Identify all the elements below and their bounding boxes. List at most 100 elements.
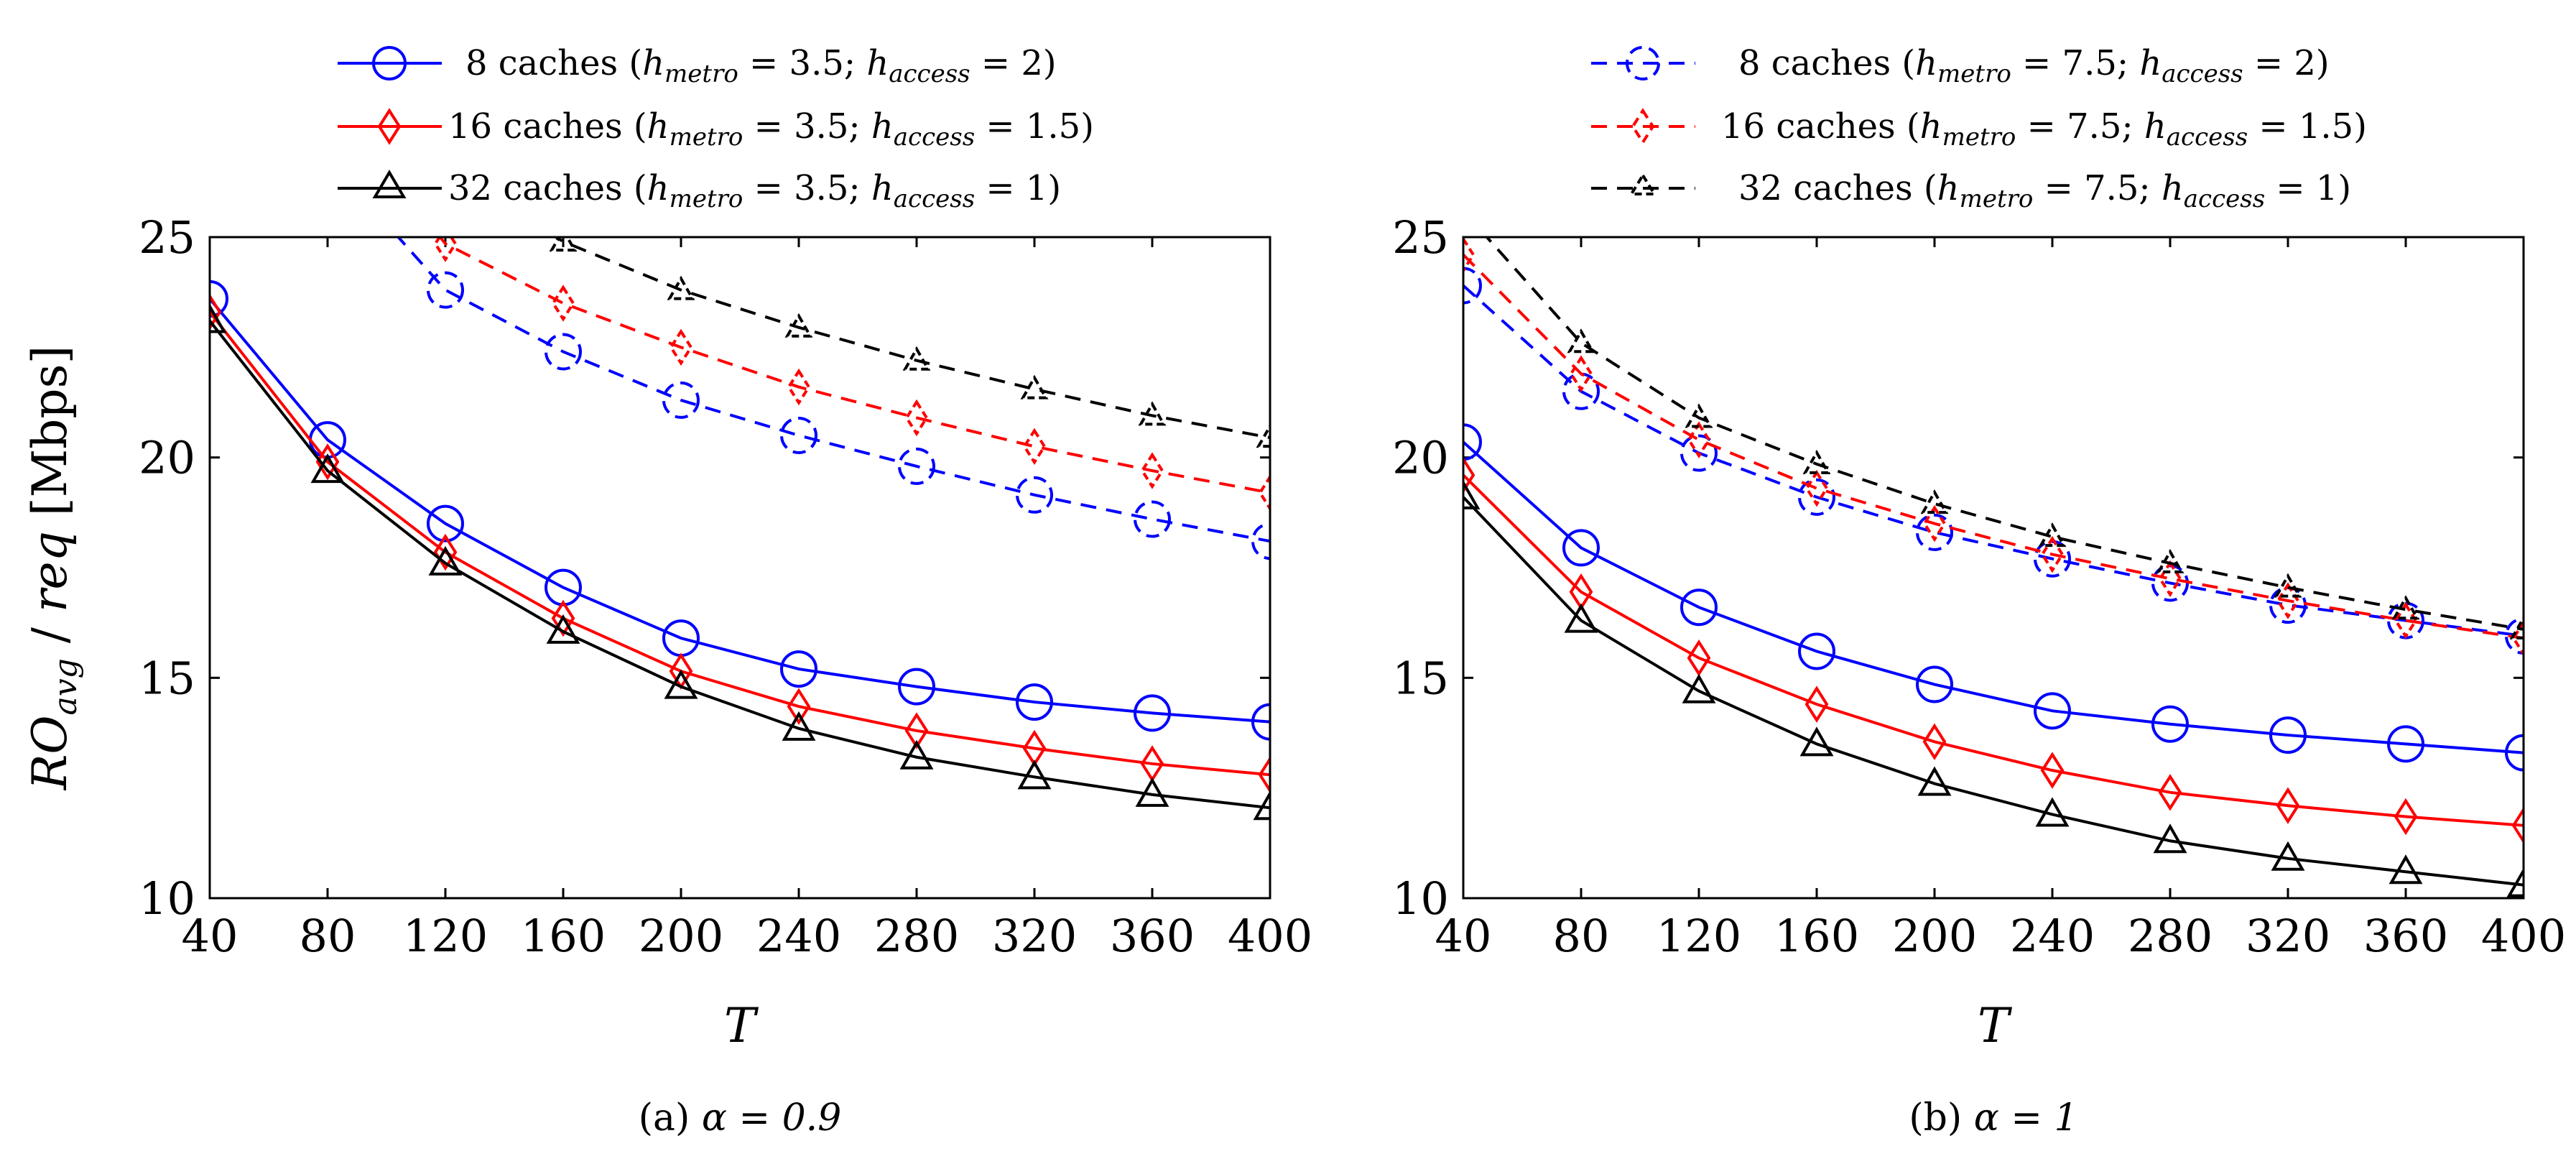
x-axis-title-b: T	[1978, 998, 2013, 1053]
data-point-b-5-0	[1452, 199, 1475, 219]
data-point-a-2-3	[546, 614, 580, 644]
data-point-b-5-9	[2509, 614, 2524, 639]
data-point-a-2-4	[664, 669, 698, 699]
data-point-a-2-7	[1017, 759, 1052, 790]
svg-text:16 caches (hmetro = 7.5; hacce: 16 caches (hmetro = 7.5; haccess = 1.5)	[1721, 106, 2367, 152]
legend-a: 8 caches (hmetro = 3.5; haccess = 2) 16 …	[338, 43, 1094, 213]
data-point-a-4-8	[1140, 452, 1164, 489]
caption-b: (b) α = 1	[1909, 1096, 2077, 1140]
series-line-b-5	[1485, 237, 2524, 631]
data-point-b-5-1	[1567, 328, 1595, 354]
data-point-a-4-4	[669, 328, 693, 366]
data-point-a-3-7	[1016, 476, 1053, 514]
data-point-a-0-5	[780, 650, 817, 688]
x-tick-label-b-4: 200	[1892, 910, 1977, 962]
data-point-b-1-7	[2276, 787, 2300, 824]
data-point-a-2-8	[1135, 777, 1169, 807]
x-tick-label-b-6: 280	[2128, 910, 2213, 962]
data-point-a-2-5	[782, 711, 816, 741]
plot-area-b: 40 80 120 160 200 240 280 320 360 400 10 15 20 25	[1392, 199, 2566, 962]
svg-text:32 caches (hmetro = 3.5; hacce: 32 caches (hmetro = 3.5; haccess = 1)	[448, 168, 1061, 213]
data-point-a-4-6	[904, 399, 929, 437]
series-line-b-2	[1463, 496, 2524, 887]
data-point-a-5-6	[902, 346, 931, 371]
data-point-b-2-3	[1799, 726, 1834, 757]
x-tick-label-a-0: 40	[182, 910, 238, 962]
data-point-b-2-6	[2153, 823, 2187, 854]
data-point-b-1-3	[1804, 685, 1829, 723]
y-tick-label-a-0: 10	[139, 872, 195, 925]
series-line-b-0	[1463, 440, 2524, 754]
data-point-b-3-0	[1463, 267, 1482, 305]
panel-a: 40 80 120 160 200 240 280 320 360 400 10 15 20 25 8 c…	[139, 27, 1312, 1140]
data-point-b-4-5	[2040, 535, 2065, 573]
data-point-b-3-7	[2269, 586, 2307, 624]
series-line-a-4	[438, 237, 1270, 494]
data-point-a-4-5	[787, 368, 811, 406]
plot-area-a: 40 80 120 160 200 240 280 320 360 400 10 15 20 25	[139, 27, 1312, 962]
data-point-a-2-0	[210, 303, 227, 333]
data-point-a-2-1	[310, 453, 345, 484]
x-tick-label-a-3: 160	[521, 910, 606, 962]
data-point-b-4-8	[2394, 601, 2418, 639]
data-point-a-1-0	[210, 293, 222, 331]
y-tick-label-a-1: 15	[139, 652, 195, 704]
data-point-b-2-5	[2035, 797, 2070, 827]
data-point-b-4-6	[2158, 560, 2182, 598]
series-line-b-4	[1463, 254, 2524, 640]
series-line-a-5	[552, 237, 1270, 440]
data-point-a-5-5	[784, 313, 813, 338]
x-tick-label-a-2: 120	[403, 910, 488, 962]
data-point-b-2-0	[1463, 479, 1481, 509]
svg-text:8 caches (hmetro = 3.5; hacces: 8 caches (hmetro = 3.5; haccess = 2)	[465, 43, 1057, 88]
data-point-b-0-0	[1463, 423, 1482, 461]
series-line-a-1	[210, 311, 1270, 777]
data-point-a-3-1	[310, 141, 345, 175]
series-line-a-2	[210, 320, 1270, 810]
data-point-a-3-2	[427, 271, 464, 309]
x-tick-label-b-0: 40	[1435, 910, 1492, 962]
data-point-a-5-3	[549, 237, 578, 252]
data-point-a-3-5	[780, 417, 817, 454]
data-point-b-5-3	[1802, 449, 1831, 474]
data-point-a-1-3	[551, 599, 575, 637]
data-point-a-2-9	[1253, 790, 1270, 821]
data-point-b-5-6	[2156, 548, 2184, 573]
legend-a-entry-1: 8 caches (hmetro = 3.5; haccess = 2)	[338, 43, 1057, 88]
data-point-b-5-2	[1685, 403, 1713, 428]
data-point-b-2-9	[2506, 867, 2524, 897]
x-tick-label-b-2: 120	[1657, 910, 1741, 962]
legend-a-entry-3: 32 caches (hmetro = 3.5; haccess = 1)	[338, 168, 1061, 213]
data-point-b-4-2	[1687, 421, 1711, 458]
legend-b-entry-3: 32 caches (hmetro = 7.5; haccess = 1)	[1591, 168, 2351, 213]
data-point-b-5-8	[2391, 595, 2420, 620]
data-point-a-1-6	[904, 712, 929, 749]
data-point-b-1-0	[1463, 456, 1475, 494]
data-point-b-1-6	[2158, 774, 2182, 811]
y-tick-label-b-2: 20	[1392, 432, 1449, 484]
x-tick-label-b-5: 240	[2010, 910, 2095, 962]
data-point-a-5-1	[316, 27, 339, 47]
data-point-a-2-6	[899, 739, 934, 770]
plot-frame-a	[208, 236, 1271, 900]
plot-frame-b	[1462, 236, 2525, 900]
y-tick-label-a-3: 25	[139, 211, 195, 264]
data-point-a-1-2	[433, 533, 458, 571]
data-point-b-2-8	[2389, 854, 2423, 885]
data-point-a-4-1	[318, 80, 338, 112]
data-point-a-0-9	[1251, 703, 1270, 741]
data-point-a-0-7	[1016, 683, 1053, 721]
x-tick-label-b-9: 400	[2481, 910, 2566, 962]
data-point-a-0-0	[210, 280, 228, 318]
data-point-b-0-8	[2387, 725, 2424, 763]
y-tick-label-a-2: 20	[139, 432, 195, 484]
legend-b-entry-2: 16 caches (hmetro = 7.5; haccess = 1.5)	[1591, 106, 2367, 152]
data-point-b-0-6	[2151, 705, 2189, 743]
data-point-b-0-2	[1680, 588, 1718, 627]
data-point-b-5-4	[1920, 489, 1949, 514]
series-line-b-3	[1463, 284, 2524, 638]
data-point-b-0-4	[1916, 665, 1953, 703]
data-point-b-0-3	[1798, 632, 1835, 670]
data-point-a-3-6	[898, 447, 935, 485]
x-tick-label-a-5: 240	[756, 910, 841, 962]
